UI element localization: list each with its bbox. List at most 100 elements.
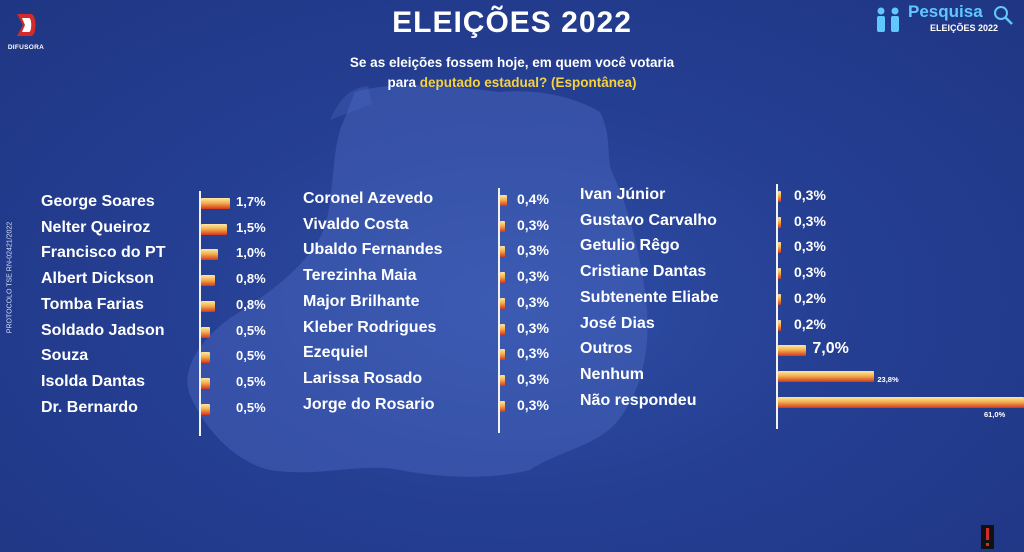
value-label: 0,3% [517, 216, 549, 233]
value-label: 61,0% [984, 409, 1006, 419]
candidate-label: Albert Dickson [41, 270, 154, 288]
candidate-bar [778, 370, 875, 382]
value-label: 0,3% [794, 238, 826, 255]
candidate-bar [778, 191, 781, 202]
value-label: 0,8% [236, 271, 266, 287]
candidate-bar [201, 352, 210, 364]
badge-subtitle: ELEIÇÕES 2022 [930, 23, 999, 33]
candidate-bar [201, 275, 215, 287]
value-label: 0,3% [517, 319, 549, 336]
axis-line [199, 191, 201, 437]
value-label: 0,3% [517, 242, 549, 259]
logo-text: DIFUSORA [7, 44, 45, 51]
value-label: 0,5% [236, 348, 266, 364]
value-label: 7,0% [812, 340, 849, 358]
candidate-bar [778, 345, 807, 357]
candidate-bar [201, 377, 210, 389]
subtitle-line-1: Se as eleições fossem hoje, em quem você… [349, 55, 675, 70]
candidate-bar [500, 400, 506, 412]
subtitle-highlight: deputado estadual? (Espontânea) [419, 75, 637, 90]
candidate-label: Getulio Rêgo [580, 237, 680, 255]
value-label: 1,7% [236, 194, 266, 209]
value-label: 0,5% [236, 399, 266, 415]
candidate-bar [500, 195, 507, 206]
candidate-bar [778, 293, 781, 305]
candidate-bar [778, 396, 1024, 408]
value-label: 0,5% [236, 322, 266, 338]
value-label: 1,0% [236, 245, 266, 261]
candidate-label: Outros [580, 340, 633, 358]
candidate-label: Coronel Azevedo [303, 190, 434, 207]
value-label: 0,3% [517, 345, 549, 362]
candidate-bar [201, 403, 210, 415]
value-label: 0,8% [236, 296, 266, 312]
candidate-label: Vivaldo Costa [303, 215, 409, 233]
candidate-bar [500, 220, 506, 232]
value-label: 23,8% [877, 374, 899, 384]
value-label: 0,3% [517, 396, 549, 413]
corner-exclamation-icon [981, 525, 994, 549]
candidate-label: George Soares [41, 193, 155, 210]
value-label: 0,2% [794, 315, 826, 332]
candidate-bar [201, 300, 215, 312]
candidate-bar [500, 246, 506, 258]
candidate-bar [778, 319, 781, 331]
candidate-label: Ubaldo Fernandes [303, 241, 443, 259]
value-label: 0,5% [236, 373, 266, 389]
value-label: 1,5% [236, 219, 266, 235]
candidate-bar [500, 272, 506, 284]
candidate-bar [201, 326, 210, 338]
pesquisa-badge: Pesquisa ELEIÇÕES 2022 [872, 2, 1018, 38]
magnifier-icon [994, 6, 1013, 25]
candidate-label: Cristiane Dantas [580, 263, 707, 281]
value-label: 0,2% [794, 289, 826, 306]
candidate-label: Isolda Dantas [41, 372, 146, 390]
candidate-bar [500, 297, 506, 309]
value-label: 0,3% [794, 212, 826, 229]
candidate-bar [201, 249, 218, 261]
value-label: 0,3% [794, 187, 826, 203]
value-label: 0,3% [517, 370, 549, 387]
value-label: 0,3% [794, 264, 826, 281]
candidate-label: Jorge do Rosario [303, 395, 435, 413]
candidate-label: Francisco do PT [41, 244, 166, 262]
candidate-label: Dr. Bernardo [41, 398, 138, 416]
candidate-label: Ezequiel [303, 344, 368, 362]
candidate-label: Nenhum [580, 365, 644, 383]
candidate-label: Terezinha Maia [303, 267, 417, 285]
difusora-logo: DIFUSORA [6, 12, 46, 51]
question-subtitle: Se as eleições fossem hoje, em quem você… [0, 53, 1024, 93]
axis-line [498, 188, 500, 434]
candidate-label: Nelter Queiroz [41, 218, 151, 236]
candidate-label: Larissa Rosado [303, 369, 423, 387]
difusora-logo-icon [17, 14, 36, 36]
candidate-bar [500, 323, 506, 335]
people-icon [877, 7, 899, 32]
candidate-label: Souza [41, 347, 89, 365]
candidate-bar [201, 198, 230, 209]
candidate-label: Kleber Rodrigues [303, 318, 437, 336]
candidate-bar [778, 268, 781, 280]
candidate-label: Subtenente Eliabe [580, 288, 719, 306]
candidate-bar [201, 223, 227, 235]
subtitle-line-2: para deputado estadual? (Espontânea) [0, 73, 1024, 93]
value-label: 0,4% [517, 191, 549, 207]
candidate-label: Tomba Farias [41, 295, 144, 313]
axis-line [776, 184, 778, 430]
badge-title: Pesquisa [908, 2, 983, 21]
candidate-label: Soldado Jadson [41, 321, 165, 339]
page-title: ELEIÇÕES 2022 [392, 6, 632, 39]
candidate-bar [500, 349, 506, 361]
candidate-label: Ivan Júnior [580, 186, 666, 203]
candidate-label: Não respondeu [580, 391, 697, 409]
candidate-bar [778, 216, 781, 228]
value-label: 0,3% [517, 293, 549, 310]
subtitle-prefix: para [387, 75, 416, 90]
candidate-bar [778, 242, 781, 254]
candidate-label: José Dias [580, 314, 655, 332]
candidate-bar [500, 374, 506, 386]
value-label: 0,3% [517, 268, 549, 285]
candidate-label: Gustavo Carvalho [580, 211, 717, 229]
